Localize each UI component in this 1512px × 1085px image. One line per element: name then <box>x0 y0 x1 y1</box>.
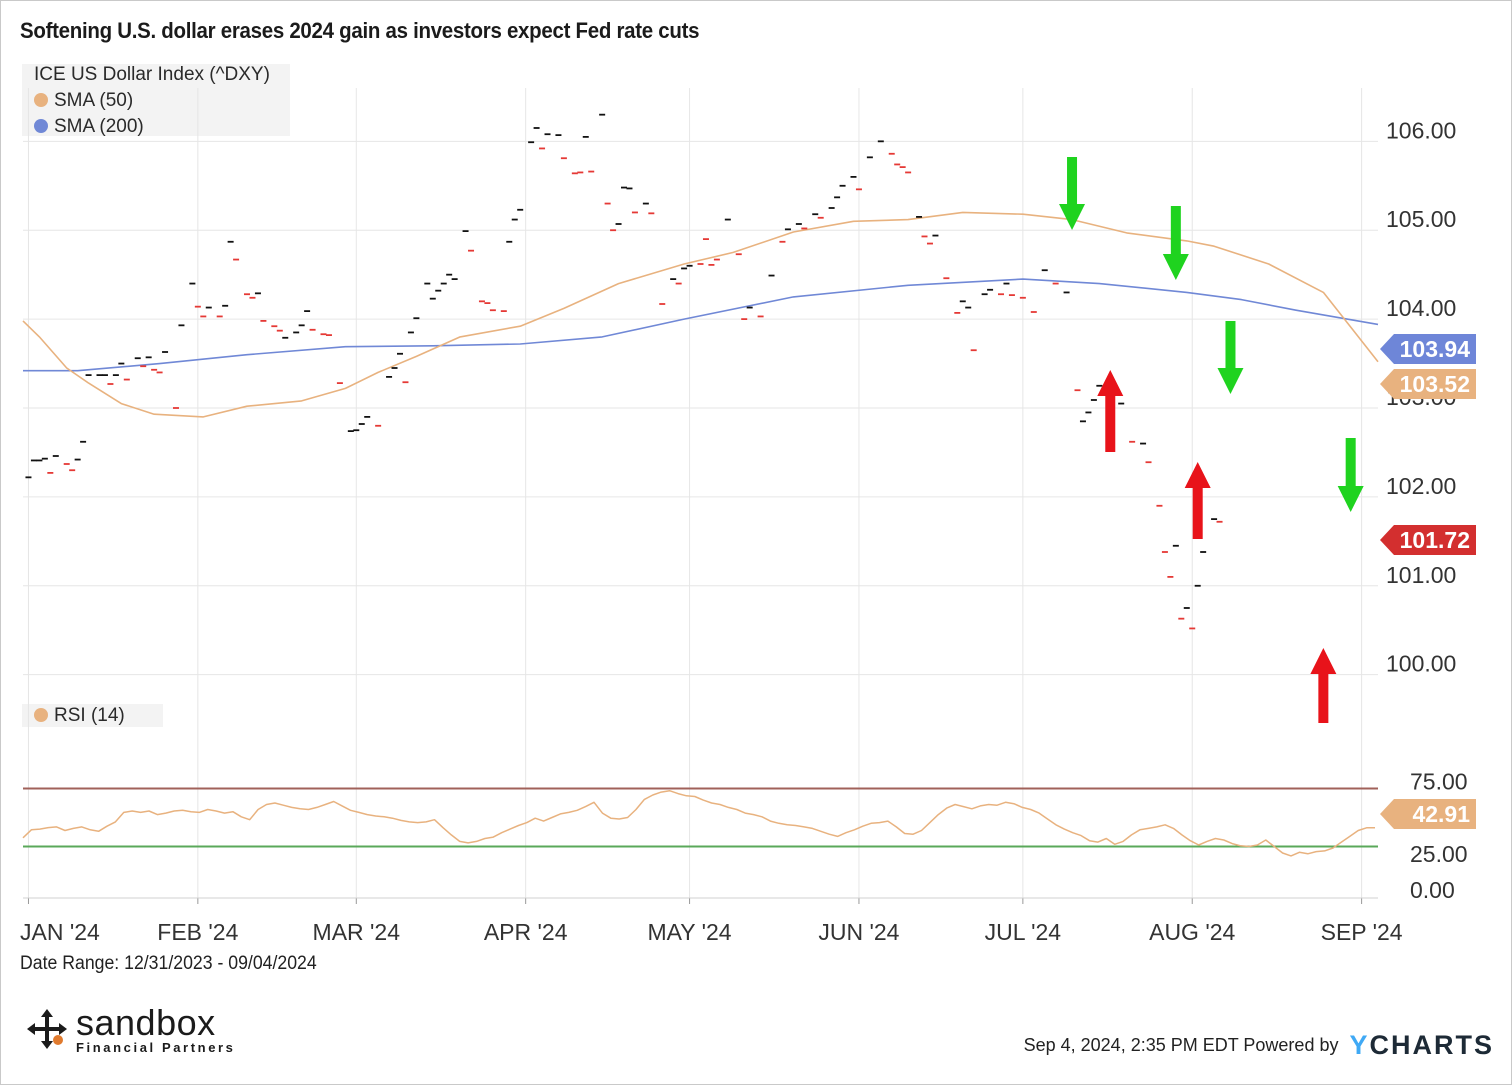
legend-item-label: SMA (50) <box>54 90 134 111</box>
rsi-value-tag: 42.91 <box>1412 801 1470 827</box>
legend-dot-icon <box>34 708 48 722</box>
legend-dot-icon <box>34 119 48 133</box>
x-tick-label: SEP '24 <box>1321 919 1403 945</box>
x-tick-label: FEB '24 <box>157 919 238 945</box>
logo-subtitle: Financial Partners <box>76 1040 236 1055</box>
sandbox-logo: sandbox Financial Partners <box>24 1002 254 1058</box>
x-tick-label: APR '24 <box>484 919 568 945</box>
y-axis-ticks: 100.00101.00102.00103.00104.00105.00106.… <box>1386 117 1468 903</box>
rsi-y-tick-label: 0.00 <box>1410 877 1455 903</box>
price-legend: ICE US Dollar Index (^DXY) SMA (50) SMA … <box>22 64 290 138</box>
green-down-arrow-icon <box>1059 157 1086 230</box>
y-tick-label: 106.00 <box>1386 117 1456 143</box>
rsi-y-tick-label: 75.00 <box>1410 768 1468 794</box>
dxy-price-tag: 101.72 <box>1400 527 1470 553</box>
series-line <box>23 278 1379 372</box>
chart-title: Softening U.S. dollar erases 2024 gain a… <box>20 18 700 43</box>
sandbox-logo-icon <box>27 1009 67 1049</box>
x-tick-label: AUG '24 <box>1149 919 1235 945</box>
legend-item-sma50[interactable]: SMA (50) <box>34 90 133 112</box>
dxy-marks <box>25 113 1223 630</box>
x-tick-label: JAN '24 <box>20 919 100 945</box>
grid-lines <box>23 88 1378 898</box>
ycharts-logo[interactable]: YCHARTS <box>1349 1030 1494 1060</box>
legend-item-label: SMA (200) <box>54 116 144 137</box>
legend-item-sma200[interactable]: SMA (200) <box>34 116 144 138</box>
legend-item-label: RSI (14) <box>54 705 125 726</box>
sma200-price-tag-shape <box>1380 334 1476 364</box>
legend-dot-icon <box>34 93 48 107</box>
x-axis-ticks: JAN '24 FEB '24 MAR '24 APR '24 MAY '24 JUN '… <box>20 897 1403 945</box>
sma200-layer <box>23 278 1379 372</box>
rsi-value-tag-shape <box>1380 799 1476 829</box>
x-tick-label: JUL '24 <box>985 919 1062 945</box>
price-tags: 103.94 103.52 101.72 42.91 <box>1380 334 1476 829</box>
y-tick-label: 104.00 <box>1386 295 1456 321</box>
sma50-price-tag-shape <box>1380 369 1476 399</box>
rsi-y-tick-label: 25.00 <box>1410 841 1468 867</box>
rsi-legend: RSI (14) <box>22 704 163 727</box>
rsi-panel <box>22 787 1378 857</box>
red-up-arrow-icon <box>1184 462 1211 539</box>
dxy-price-tag-shape <box>1380 525 1476 555</box>
legend-item-label: ICE US Dollar Index (^DXY) <box>34 64 270 85</box>
green-down-arrow-icon <box>1217 321 1244 394</box>
date-range: Date Range: 12/31/2023 - 09/04/2024 <box>20 953 317 974</box>
legend-item-dxy[interactable]: ICE US Dollar Index (^DXY) <box>34 64 270 86</box>
ycharts-logo-rest: CHARTS <box>1369 1030 1494 1060</box>
logo-word: sandbox <box>76 1002 216 1043</box>
x-tick-label: JUN '24 <box>818 919 899 945</box>
footer-timestamp: Sep 4, 2024, 2:35 PM EDT Powered by <box>1023 1035 1339 1055</box>
green-down-arrow-icon <box>1162 206 1189 280</box>
sma50-price-tag: 103.52 <box>1400 371 1470 397</box>
red-up-arrow-icon <box>1310 648 1337 723</box>
x-tick-label: MAR '24 <box>313 919 401 945</box>
series-line <box>22 211 1379 418</box>
ycharts-logo-y: Y <box>1349 1030 1370 1060</box>
rsi-line <box>22 789 1375 857</box>
y-tick-label: 100.00 <box>1386 651 1456 677</box>
green-down-arrow-icon <box>1337 438 1364 512</box>
footer-credit: Sep 4, 2024, 2:35 PM EDT Powered by YCHA… <box>1024 1030 1494 1061</box>
red-up-arrow-icon <box>1097 370 1124 452</box>
legend-item-rsi[interactable]: RSI (14) <box>34 705 125 727</box>
y-tick-label: 102.00 <box>1386 473 1456 499</box>
sma200-price-tag: 103.94 <box>1400 336 1471 362</box>
y-tick-label: 105.00 <box>1386 206 1456 232</box>
annotation-arrows <box>1059 157 1364 723</box>
sma50-layer <box>22 211 1379 418</box>
y-tick-label: 101.00 <box>1386 562 1456 588</box>
x-tick-label: MAY '24 <box>648 919 732 945</box>
